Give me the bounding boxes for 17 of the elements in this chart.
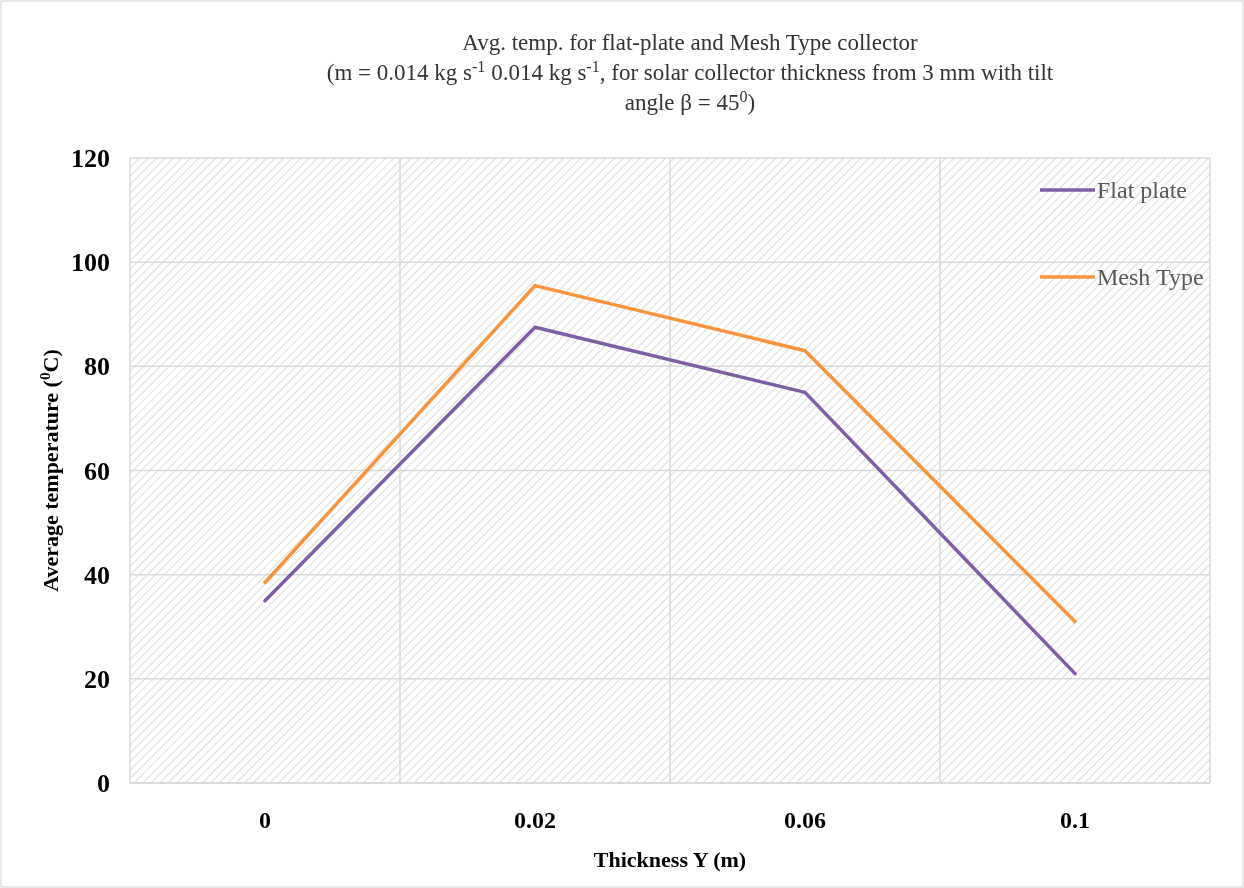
x-tick-label: 0 bbox=[259, 807, 271, 833]
x-tick-label: 0.1 bbox=[1060, 807, 1090, 833]
y-tick-label: 120 bbox=[71, 144, 110, 174]
x-tick-label: 0.02 bbox=[514, 807, 556, 833]
x-axis-title: Thickness Y (m) bbox=[593, 847, 747, 872]
y-tick-label: 60 bbox=[84, 456, 110, 486]
y-tick-label: 100 bbox=[71, 248, 110, 278]
y-tick-label: 80 bbox=[84, 352, 110, 382]
chart-title: Avg. temp. for flat-plate and Mesh Type collector (m = 0.014 kg s$^{-1}$ 0.014 kg s$^{-1}$, for solar collector thickness from 3 mm with tilt angle β = 45$^{0}$) bbox=[326, 30, 1054, 115]
line-series bbox=[263, 283, 1077, 624]
legend-label: Flat plate bbox=[1097, 177, 1187, 204]
line-series bbox=[263, 325, 1077, 676]
y-tick-label: 20 bbox=[84, 664, 110, 694]
y-tick-label: 0 bbox=[97, 769, 110, 799]
legend-label: Mesh Type bbox=[1097, 264, 1204, 291]
x-tick-label: 0.06 bbox=[784, 807, 826, 833]
y-tick-label: 40 bbox=[84, 560, 110, 590]
